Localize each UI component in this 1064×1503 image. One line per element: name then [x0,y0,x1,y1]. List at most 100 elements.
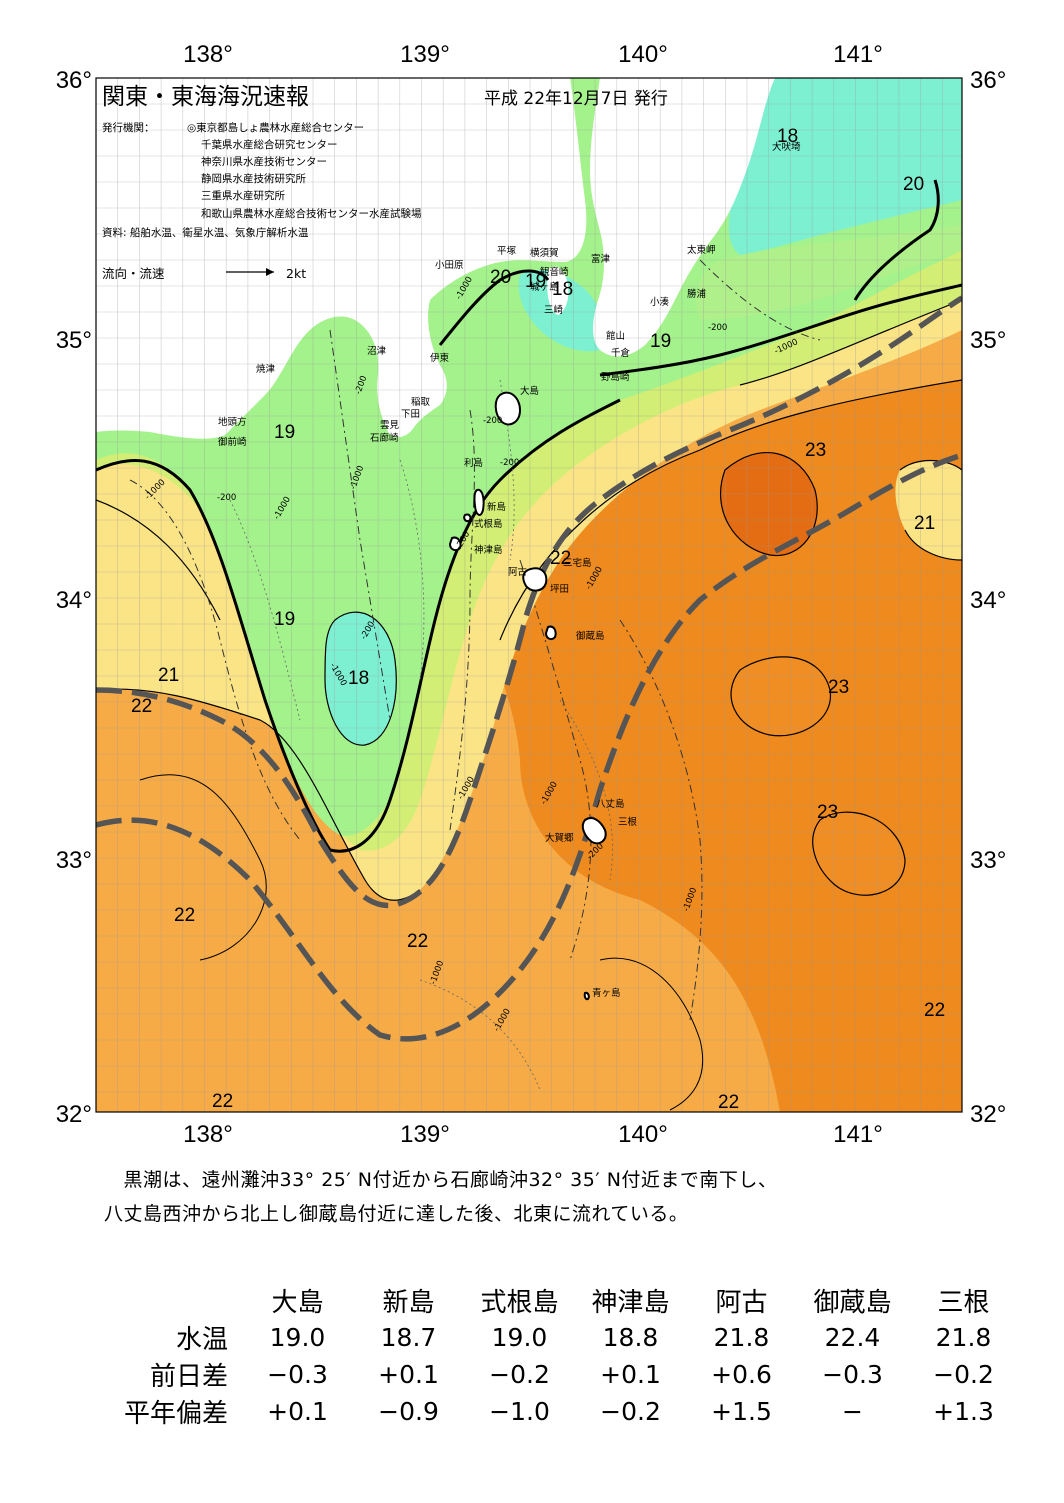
lat-label: 36° [56,67,92,94]
place-label: 三根 [618,816,638,828]
isotherm-value-labels: 18 20 20 19 18 19 19 23 21 19 22 21 22 1… [131,126,945,1113]
place-label: 式根島 [474,518,503,530]
land-miura [547,266,569,315]
depth-label: -200 [483,416,502,426]
place-label: 焼津 [256,363,276,375]
summary-text: 黒潮は、遠州灘沖33° 25′ N付近から石廊崎沖32° 35′ N付近まで南下… [104,1163,1004,1231]
place-label: 阿古 [508,566,528,578]
current-legend-label: 流向・流速 [102,266,165,281]
arrowhead-icon [266,268,274,276]
lat-label: 35° [56,327,92,354]
isotherm-label: 22 [550,548,571,569]
place-label: 坪田 [550,583,569,595]
place-label: 伊東 [430,352,450,364]
place-label: 太東岬 [687,244,716,256]
table-row: 前日差 −0.3 +0.1 −0.2 +0.1 +0.6 −0.3 −0.2 [92,1356,1019,1393]
issue-date: 平成 22年12月7日 発行 [484,89,668,109]
publisher: 静岡県水産技術研究所 [201,172,306,185]
lat-label: 34° [970,587,1006,614]
temperature-field [96,78,962,1112]
island-niijima [473,488,485,516]
row-header: 水温 [175,1325,228,1355]
place-name-labels: 大吠埼 太東岬 勝浦 小湊 富津 横須賀 観音崎 平塚 小田原 城ヶ島 三崎 館… [218,141,801,999]
isotherm-lines [96,179,962,1111]
isotherm-label: 23 [805,440,826,461]
table-cell: 21.8 [713,1323,770,1352]
longitude-labels-bottom: 138° 139° 140° 141° [183,1121,883,1148]
island-miyakejima [522,567,548,592]
island-hachijojima [581,817,607,845]
isotherm-label: 22 [718,1092,739,1113]
table-cell: 22.4 [824,1323,881,1352]
table-cell: 19.0 [491,1323,548,1352]
row-header: 前日差 [149,1362,228,1392]
place-label: 三宅島 [563,557,592,569]
isotherm-label: 19 [274,609,295,630]
place-label: 館山 [606,330,625,342]
table-cell: −0.9 [378,1397,439,1426]
place-label: 八丈島 [596,798,625,810]
publisher: ◎東京都島しょ農林水産総合センター [187,121,364,134]
lat-label: 32° [970,1101,1006,1128]
isotherm-label: 18 [552,279,573,300]
isotherm-label: 22 [212,1091,233,1112]
map-frame [95,77,963,1113]
table-cell: +0.6 [711,1360,772,1389]
isotherm-label: 23 [817,802,838,823]
place-label: 勝浦 [687,288,707,300]
kuroshio-axis-south [96,452,962,1042]
place-label: 地頭方 [218,416,247,428]
table-header-row: 大島 新島 式根島 神津島 阿古 御蔵島 三根 [92,1282,1019,1319]
map-header: 関東・東海海況速報 平成 22年12月7日 発行 発行機関： ◎東京都島しょ農林… [102,84,668,281]
lon-label: 141° [833,41,883,68]
lon-label: 140° [618,41,668,68]
lat-label: 36° [970,67,1006,94]
place-label: 観音崎 [540,266,569,278]
table-corner [92,1282,242,1319]
place-label: 御前崎 [218,436,247,448]
place-label: 青ヶ島 [592,987,621,999]
column-header: 式根島 [480,1288,559,1318]
summary-line: 黒潮は、遠州灘沖33° 25′ N付近から石廊崎沖32° 35′ N付近まで南下… [104,1169,778,1191]
islands [448,391,607,1001]
row-header: 平年偏差 [123,1399,228,1429]
lat-label: 35° [970,327,1006,354]
column-header: 神津島 [591,1288,670,1318]
table-cell: +0.1 [378,1360,439,1389]
place-label: 沼津 [367,346,387,357]
isotherm-label: 20 [903,174,924,195]
table-cell: 21.8 [935,1323,992,1352]
publisher: 和歌山県農林水産総合技術センター水産試験場 [201,207,422,220]
grid-lines [96,78,962,1112]
column-header: 大島 [271,1288,324,1318]
lat-label: 33° [970,847,1006,874]
depth-label: -200 [500,458,519,468]
island-aogashima [583,991,590,1001]
table-cell: 18.8 [602,1323,659,1352]
isotherm-label: 22 [131,696,152,717]
table-cell: − [842,1397,863,1426]
table-cell: −1.0 [489,1397,550,1426]
isotherm-label: 22 [174,905,195,926]
isotherm-label: 22 [407,931,428,952]
depth-label: -200 [217,493,236,503]
column-header: 三根 [937,1288,990,1318]
lon-label: 140° [618,1121,668,1148]
lon-label: 139° [400,1121,450,1148]
latitude-labels-left: 36° 35° 34° 33° 32° [56,67,92,1128]
depth-contours [129,259,821,1021]
table-cell: +0.1 [600,1360,661,1389]
isotherm-label: 19 [525,271,546,292]
place-label: 下田 [401,409,420,420]
table-cell: −0.3 [267,1360,328,1389]
zone-23-core [731,656,831,736]
table-row: 水温 19.0 18.7 19.0 18.8 21.8 22.4 21.8 [92,1319,1019,1356]
lat-label: 32° [56,1101,92,1128]
lat-label: 33° [56,847,92,874]
land-izu [381,338,415,426]
isotherm-label: 21 [914,513,935,534]
table-cell: −0.2 [933,1360,994,1389]
place-label: 新島 [487,501,506,513]
isotherm-label: 19 [274,422,295,443]
isotherm-label: 20 [490,267,511,288]
